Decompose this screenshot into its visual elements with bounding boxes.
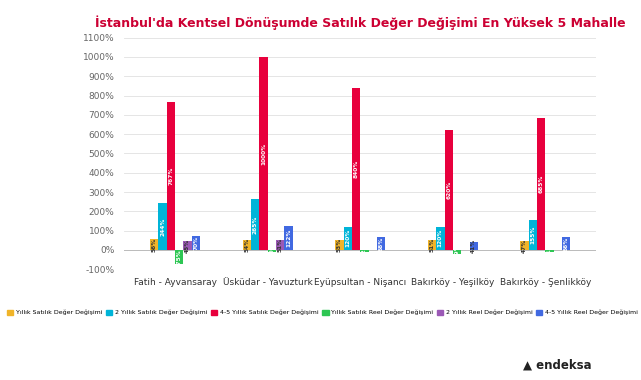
Bar — [192, 236, 200, 250]
Bar — [520, 241, 529, 250]
Bar — [352, 88, 360, 250]
Text: 767%: 767% — [169, 167, 173, 185]
Text: -75%: -75% — [177, 249, 181, 266]
Text: 1000%: 1000% — [261, 142, 266, 165]
Bar — [285, 226, 293, 250]
Text: 66%: 66% — [564, 236, 569, 251]
Text: 120%: 120% — [438, 229, 443, 247]
Text: 120%: 120% — [345, 229, 350, 247]
Text: 155%: 155% — [531, 226, 535, 244]
Text: 122%: 122% — [286, 229, 291, 247]
Bar — [360, 250, 369, 252]
Text: 47%: 47% — [522, 238, 527, 253]
Text: -11%: -11% — [547, 242, 552, 260]
Bar — [260, 57, 268, 250]
Bar — [529, 220, 537, 250]
Bar — [453, 250, 461, 253]
Bar — [344, 227, 352, 250]
Text: 68%: 68% — [379, 236, 383, 250]
Bar — [150, 239, 158, 250]
Text: 685%: 685% — [539, 175, 544, 193]
Text: 265%: 265% — [253, 215, 258, 234]
Text: 53%: 53% — [337, 238, 342, 252]
Bar — [175, 250, 183, 264]
Text: -19%: -19% — [454, 244, 460, 260]
Bar — [251, 199, 260, 250]
Bar — [428, 240, 436, 250]
Text: 45%: 45% — [185, 239, 190, 253]
Bar — [436, 227, 444, 250]
Bar — [444, 130, 453, 250]
Text: 244%: 244% — [160, 217, 165, 236]
Text: 51%: 51% — [278, 238, 283, 252]
Bar — [167, 102, 175, 250]
Bar — [469, 242, 478, 250]
Text: 840%: 840% — [354, 160, 358, 178]
Text: 620%: 620% — [446, 181, 451, 199]
Bar — [243, 239, 251, 250]
Bar — [545, 250, 554, 252]
Bar — [158, 203, 167, 250]
Bar — [268, 250, 276, 252]
Text: 51%: 51% — [429, 238, 435, 252]
Text: 41%: 41% — [471, 239, 476, 253]
Legend: Yıllık Satılık Değer Değişimi, 2 Yıllık Satılık Değer Değişimi, 4-5 Yıllık Satıl: Yıllık Satılık Değer Değişimi, 2 Yıllık … — [4, 307, 640, 318]
Bar — [276, 240, 285, 250]
Text: 70%: 70% — [194, 236, 198, 250]
Title: İstanbul'da Kentsel Dönüşumde Satılık Değer Değişimi En Yüksek 5 Mahalle: İstanbul'da Kentsel Dönüşumde Satılık De… — [95, 15, 626, 30]
Text: 54%: 54% — [244, 238, 249, 252]
Bar — [335, 240, 344, 250]
Bar — [377, 237, 385, 250]
Text: ▲ endeksa: ▲ endeksa — [523, 358, 592, 371]
Text: -12%: -12% — [362, 243, 367, 260]
Bar — [537, 118, 545, 250]
Bar — [562, 237, 570, 250]
Text: 56%: 56% — [152, 238, 156, 252]
Text: -10%: -10% — [269, 242, 274, 259]
Bar — [183, 241, 192, 250]
